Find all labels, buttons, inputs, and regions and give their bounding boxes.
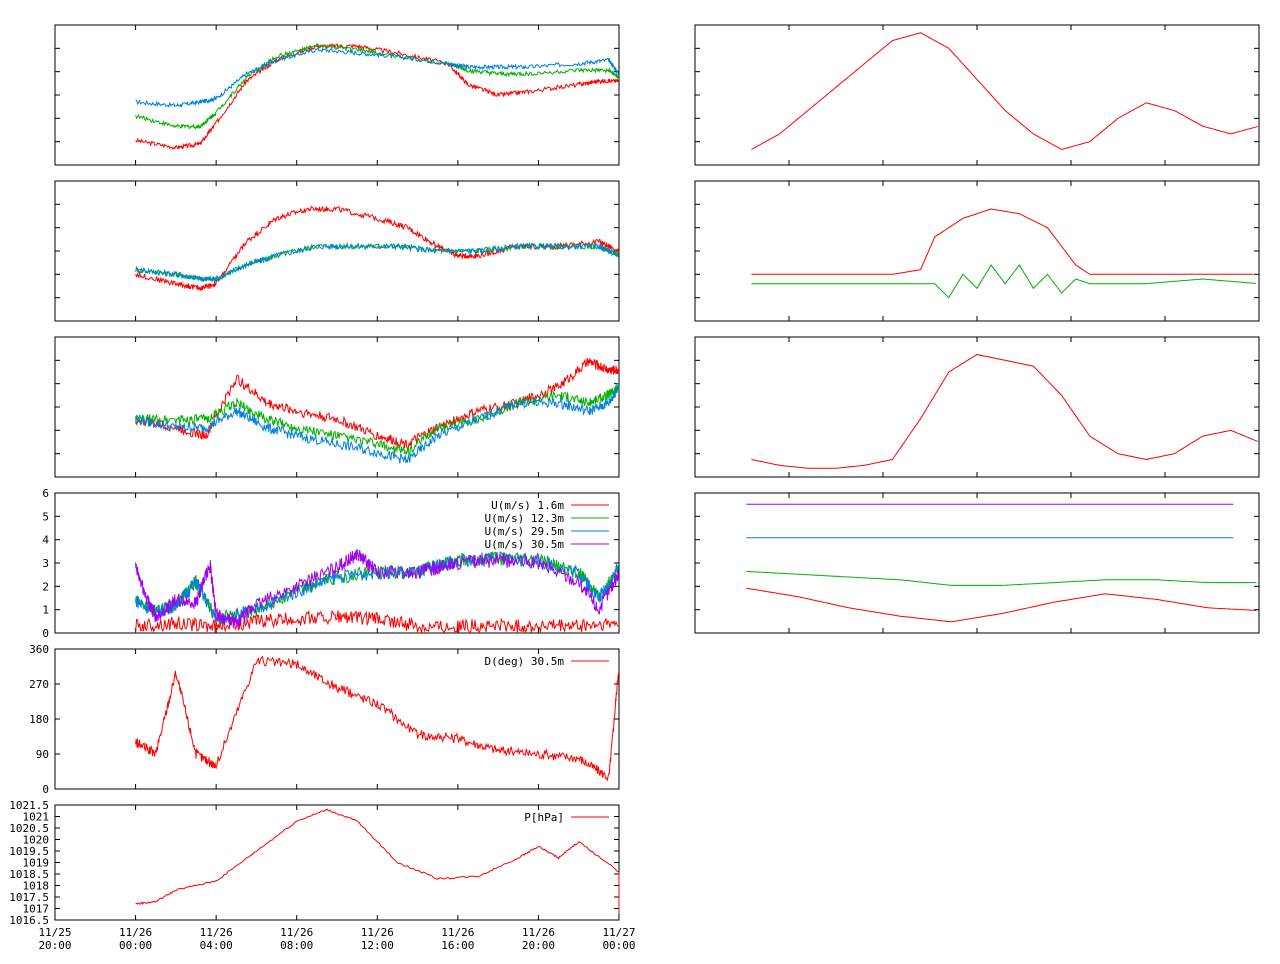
- panel-p10: [694, 492, 1260, 634]
- panel-p1: [54, 24, 620, 166]
- x-tick-label: 08:00: [280, 939, 313, 952]
- plot-frame: [694, 492, 1260, 634]
- y-tick-label: 1016.5: [9, 914, 49, 927]
- legend-label: U(m/s) 30.5m: [485, 538, 565, 551]
- panel-p7: [694, 24, 1260, 166]
- series-line: [135, 43, 619, 150]
- x-tick-label: 11/27: [602, 926, 635, 939]
- y-tick-label: 5: [42, 510, 49, 523]
- y-tick-label: 360: [29, 643, 49, 656]
- x-tick-label: 11/26: [441, 926, 474, 939]
- plot-frame: [54, 492, 620, 634]
- panel-p5: 0 90 180 270 360 D(deg) 30.5m: [29, 643, 620, 796]
- x-tick-label: 11/26: [522, 926, 555, 939]
- legend-label: D(deg) 30.5m: [485, 655, 565, 668]
- x-tick-label: 16:00: [441, 939, 474, 952]
- series-line: [135, 808, 620, 914]
- series-line: [746, 570, 1257, 586]
- series-line: [751, 353, 1258, 469]
- x-tick-label: 11/26: [280, 926, 313, 939]
- panel-p4: 0 1 2 3 4 5 6 U(m/s) 1.6mU(m/s) 12.3mU(m/s) 29.…: [42, 487, 620, 640]
- y-tick-label: 1020: [23, 834, 50, 847]
- panel-p9: [694, 336, 1260, 478]
- y-tick-label: 1017.5: [9, 891, 49, 904]
- y-tick-label: 1019: [23, 857, 50, 870]
- plot-frame: [54, 804, 620, 921]
- series-line: [135, 548, 619, 629]
- y-tick-label: 0: [42, 627, 49, 640]
- x-tick-label: 20:00: [522, 939, 555, 952]
- y-tick-label: 1021.5: [9, 799, 49, 812]
- x-tick-label: 04:00: [200, 939, 233, 952]
- plot-frame: [694, 180, 1260, 322]
- y-tick-label: 1020.5: [9, 822, 49, 835]
- series-line: [135, 205, 619, 291]
- series-line: [751, 32, 1258, 150]
- legend-label: P[hPa]: [524, 811, 564, 824]
- panel-p3: [54, 336, 620, 478]
- y-tick-label: 0: [42, 783, 49, 796]
- y-tick-label: 2: [42, 580, 49, 593]
- y-tick-label: 1017: [23, 903, 50, 916]
- y-tick-label: 1019.5: [9, 845, 49, 858]
- plot-frame: [54, 648, 620, 790]
- y-tick-label: 1: [42, 604, 49, 617]
- y-tick-label: 90: [36, 748, 49, 761]
- series-line: [135, 655, 620, 782]
- x-tick-label: 00:00: [119, 939, 152, 952]
- x-tick-label: 00:00: [602, 939, 635, 952]
- plot-frame: [54, 336, 620, 478]
- y-tick-label: 1018: [23, 880, 50, 893]
- x-tick-label: 12:00: [361, 939, 394, 952]
- series-line: [135, 241, 619, 282]
- plot-frame: [54, 24, 620, 166]
- series-line: [135, 383, 620, 457]
- y-tick-label: 1021: [23, 811, 50, 824]
- x-tick-label: 20:00: [38, 939, 71, 952]
- y-tick-label: 270: [29, 678, 49, 691]
- legend-label: U(m/s) 29.5m: [485, 525, 565, 538]
- plot-frame: [694, 24, 1260, 166]
- panel-p6: 1016.510171017.510181018.510191019.51020…: [9, 799, 620, 927]
- y-tick-label: 3: [42, 557, 49, 570]
- y-tick-label: 1018.5: [9, 868, 49, 881]
- legend-label: U(m/s) 1.6m: [491, 499, 564, 512]
- series-line: [135, 382, 620, 464]
- series-line: [746, 587, 1257, 623]
- panel-p8: [694, 180, 1260, 322]
- plot-frame: [54, 180, 620, 322]
- x-tick-label: 11/26: [119, 926, 152, 939]
- x-tick-label: 11/25: [38, 926, 71, 939]
- y-tick-label: 4: [42, 534, 49, 547]
- plot-frame: [694, 336, 1260, 478]
- x-tick-label: 11/26: [361, 926, 394, 939]
- x-tick-label: 11/26: [200, 926, 233, 939]
- y-tick-label: 6: [42, 487, 49, 500]
- series-line: [751, 264, 1257, 299]
- y-tick-label: 180: [29, 713, 49, 726]
- series-line: [751, 208, 1254, 275]
- series-line: [135, 46, 620, 109]
- legend-label: U(m/s) 12.3m: [485, 512, 565, 525]
- panel-p2: [54, 180, 620, 322]
